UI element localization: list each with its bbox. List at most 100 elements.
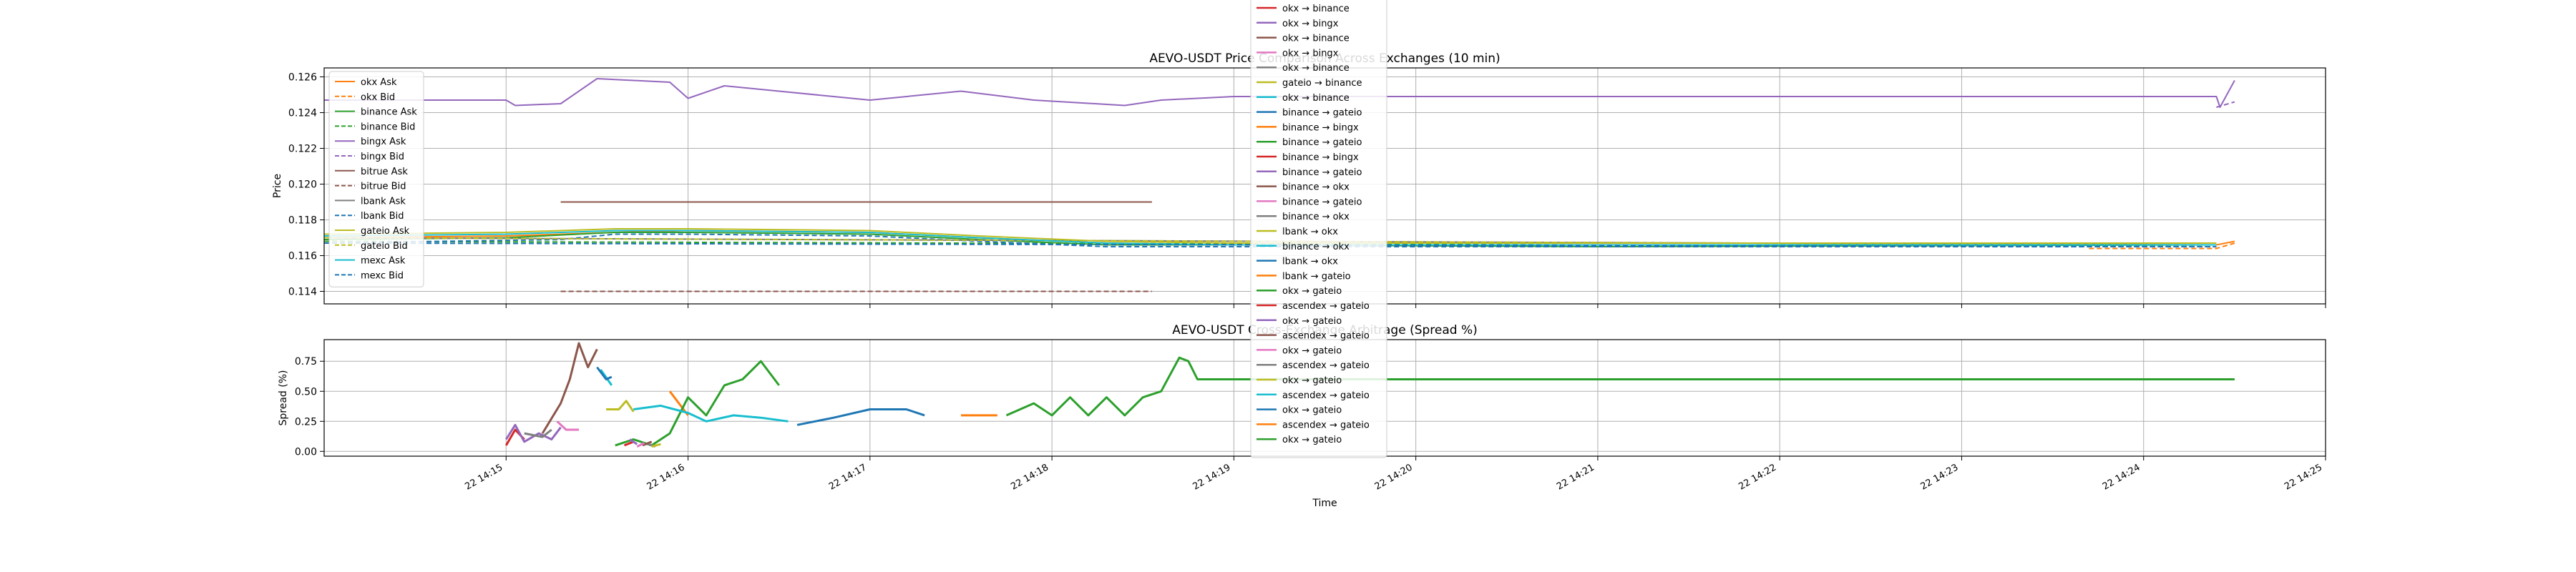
spread-legend-label: binance → gateio (1282, 167, 1362, 178)
spread-legend-label: okx → gateio (1282, 405, 1342, 416)
price-legend-label: bitrue Bid (361, 182, 406, 192)
spread-legend-label: binance → bingx (1282, 152, 1359, 163)
spread-y-tick-label: 0.25 (295, 416, 317, 428)
spread-legend-label: ascendex → gateio (1282, 390, 1370, 401)
spread-series-okx-binance (524, 428, 552, 438)
spread-x-tick-label: 22 14:17 (827, 462, 869, 492)
spread-chart-series (505, 342, 2235, 448)
price-legend-label: bingx Bid (361, 152, 404, 162)
spread-x-tick-label: 22 14:21 (1555, 462, 1596, 492)
price-series-okx-bid (2089, 242, 2235, 250)
spread-series-okx-binance (541, 342, 598, 434)
price-chart-x-ticks (505, 304, 2326, 308)
spread-legend-label: okx → binance (1282, 4, 1350, 14)
price-legend-label: mexc Ask (361, 256, 406, 267)
price-legend-label: bitrue Ask (361, 167, 408, 177)
spread-legend-label: gateio → binance (1282, 78, 1362, 89)
spread-chart-y-axis-label: Spread (%) (278, 370, 289, 426)
spread-series-binance-okx (642, 440, 653, 447)
price-chart-y-ticks: 0.114 0.116 0.118 0.120 0.122 0.124 0.126 (288, 72, 324, 298)
spread-series-binance-gateio (636, 442, 645, 448)
spread-x-tick-label: 22 14:15 (463, 462, 504, 492)
spread-series-binance-gateio (615, 360, 780, 447)
spread-legend-label: okx → bingx (1282, 19, 1339, 29)
spread-legend-label: lbank → okx (1282, 257, 1338, 267)
spread-legend-label: okx → gateio (1282, 435, 1342, 445)
spread-x-tick-label: 22 14:20 (1373, 462, 1415, 492)
spread-series-gateio-binance (606, 400, 635, 413)
spread-series-binance-okx (633, 404, 789, 423)
price-y-tick-label: 0.118 (288, 215, 317, 227)
price-legend-label: bingx Ask (361, 137, 406, 147)
price-legend-label: mexc Bid (361, 270, 404, 281)
spread-series-lbank-okx (651, 443, 661, 448)
spread-x-tick-label: 22 14:18 (1009, 462, 1050, 492)
spread-legend-box (1250, 0, 1387, 458)
price-series-bingx-ask (324, 78, 2235, 108)
spread-series-binance-gateio (596, 366, 613, 380)
spread-legend-label: ascendex → gateio (1282, 331, 1370, 342)
spread-legend-label: okx → gateio (1282, 375, 1342, 386)
spread-series-binance-gateio (629, 438, 638, 445)
price-y-tick-label: 0.124 (288, 108, 317, 119)
spread-chart-x-ticks: 22 14:15 22 14:16 22 14:17 22 14:18 22 14:19… (463, 456, 2326, 493)
spread-legend-label: binance → okx (1282, 242, 1350, 252)
spread-chart-x-axis-label: Time (1312, 498, 1337, 509)
spread-legend-label: lbank → gateio (1282, 271, 1351, 282)
spread-series-okx-bingx (505, 423, 562, 443)
price-legend-label: lbank Ask (361, 196, 406, 207)
spread-x-tick-label: 22 14:24 (2101, 462, 2142, 492)
spread-legend-label: binance → gateio (1282, 108, 1362, 119)
price-y-tick-label: 0.116 (288, 251, 317, 262)
spread-legend-label: okx → binance (1282, 63, 1350, 74)
price-legend-label: gateio Ask (361, 226, 410, 237)
price-y-tick-label: 0.122 (288, 144, 317, 155)
spread-y-tick-label: 0.50 (295, 386, 317, 398)
price-series-bingx-bid (2216, 101, 2235, 108)
price-chart-series (323, 78, 2235, 292)
spread-legend-label: lbank → okx (1282, 227, 1338, 237)
spread-legend-label: binance → gateio (1282, 197, 1362, 207)
spread-chart-legend: okx → binance okx → bingx okx → binance okx… (1250, 0, 1387, 458)
spread-legend-label: okx → binance (1282, 93, 1350, 104)
price-legend-box (328, 71, 424, 287)
spread-legend-label: ascendex → gateio (1282, 301, 1370, 312)
price-y-tick-label: 0.120 (288, 179, 317, 191)
price-legend-label: okx Ask (361, 77, 397, 88)
spread-y-tick-label: 0.00 (295, 446, 317, 458)
spread-legend-label: binance → okx (1282, 182, 1350, 193)
spread-legend-label: okx → binance (1282, 34, 1350, 44)
spread-legend-label: binance → gateio (1282, 137, 1362, 148)
spread-legend-label: okx → gateio (1282, 286, 1342, 297)
spread-y-tick-label: 0.75 (295, 356, 317, 368)
spread-legend-label: binance → okx (1282, 212, 1350, 222)
spread-x-tick-label: 22 14:23 (1919, 462, 1961, 492)
price-series-binance-ask (323, 232, 2217, 247)
spread-legend-label: binance → bingx (1282, 122, 1359, 133)
spread-x-tick-label: 22 14:19 (1191, 462, 1233, 492)
price-series-gateio-ask (323, 228, 2217, 244)
spread-x-tick-label: 22 14:25 (2283, 462, 2324, 492)
spread-legend-label: ascendex → gateio (1282, 360, 1370, 371)
spread-series-binance-bingx (623, 440, 634, 447)
spread-series-okx-binance (600, 369, 613, 386)
spread-legend-label: okx → bingx (1282, 48, 1339, 59)
price-legend-label: binance Ask (361, 107, 417, 118)
spread-x-tick-label: 22 14:16 (645, 462, 687, 492)
price-legend-label: binance Bid (361, 122, 415, 132)
price-chart-legend: okx Ask okx Bid binance Ask binance Bid bing… (328, 71, 424, 287)
price-legend-label: gateio Bid (361, 241, 408, 252)
spread-series-lbank-okx (796, 408, 925, 426)
spread-chart-y-ticks: 0.00 0.25 0.50 0.75 (295, 356, 324, 458)
spread-series-okx-bingx (556, 420, 579, 431)
price-legend-label: okx Bid (361, 92, 395, 103)
spread-legend-label: okx → gateio (1282, 345, 1342, 356)
price-y-tick-label: 0.126 (288, 72, 317, 84)
price-series-lbank-bid (323, 233, 2217, 247)
price-chart-y-axis-label: Price (272, 174, 283, 198)
spread-legend-label: okx → gateio (1282, 316, 1342, 327)
price-legend-label: lbank Bid (361, 211, 404, 222)
spread-legend-label: ascendex → gateio (1282, 420, 1370, 430)
price-y-tick-label: 0.114 (288, 287, 317, 298)
